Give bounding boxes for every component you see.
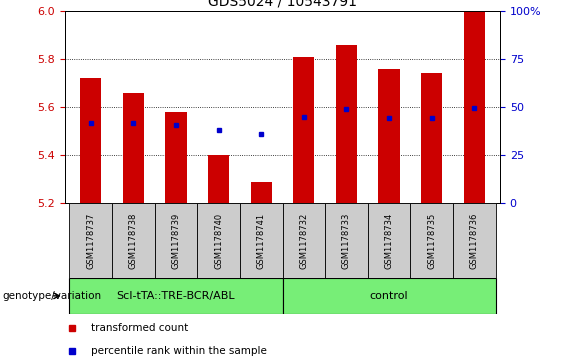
Text: GSM1178736: GSM1178736 xyxy=(470,212,479,269)
Text: GSM1178737: GSM1178737 xyxy=(86,212,95,269)
Bar xyxy=(368,203,410,278)
Bar xyxy=(336,45,357,203)
Text: GSM1178739: GSM1178739 xyxy=(171,212,180,269)
Bar xyxy=(155,203,197,278)
Bar xyxy=(325,203,368,278)
Bar xyxy=(464,11,485,203)
Text: GSM1178740: GSM1178740 xyxy=(214,212,223,269)
Text: genotype/variation: genotype/variation xyxy=(3,291,102,301)
Bar xyxy=(250,182,272,203)
Bar xyxy=(421,73,442,203)
Text: GSM1178738: GSM1178738 xyxy=(129,212,138,269)
Text: percentile rank within the sample: percentile rank within the sample xyxy=(91,346,267,356)
Bar xyxy=(69,278,282,314)
Text: ScI-tTA::TRE-BCR/ABL: ScI-tTA::TRE-BCR/ABL xyxy=(116,291,235,301)
Bar xyxy=(123,93,144,203)
Text: GSM1178733: GSM1178733 xyxy=(342,212,351,269)
Bar xyxy=(282,278,496,314)
Bar xyxy=(197,203,240,278)
Bar xyxy=(410,203,453,278)
Bar xyxy=(112,203,155,278)
Bar xyxy=(165,112,186,203)
Text: control: control xyxy=(370,291,408,301)
Bar xyxy=(293,57,315,203)
Bar xyxy=(453,203,496,278)
Text: transformed count: transformed count xyxy=(91,323,188,333)
Text: GSM1178741: GSM1178741 xyxy=(257,212,266,269)
Bar xyxy=(208,155,229,203)
Bar xyxy=(80,78,101,203)
Text: GSM1178732: GSM1178732 xyxy=(299,212,308,269)
Text: GSM1178735: GSM1178735 xyxy=(427,212,436,269)
Bar xyxy=(69,203,112,278)
Title: GDS5024 / 10543791: GDS5024 / 10543791 xyxy=(208,0,357,8)
Bar xyxy=(379,69,400,203)
Bar xyxy=(240,203,282,278)
Bar xyxy=(282,203,325,278)
Text: GSM1178734: GSM1178734 xyxy=(385,212,394,269)
